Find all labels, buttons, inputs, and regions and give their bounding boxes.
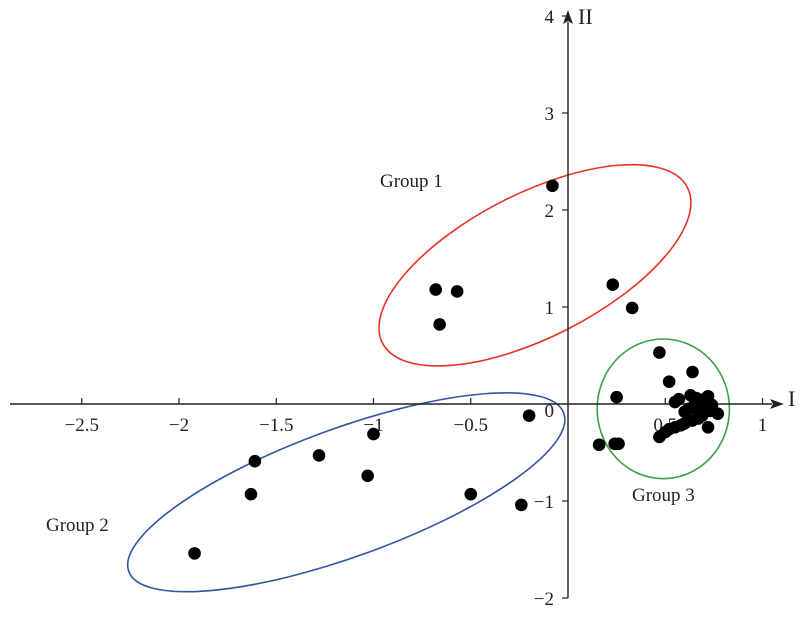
y-tick-label: 2 bbox=[545, 201, 555, 222]
data-point bbox=[592, 438, 606, 452]
x-axis-label: I bbox=[788, 386, 795, 411]
data-point bbox=[546, 179, 559, 193]
group-ellipses bbox=[126, 163, 731, 593]
data-point bbox=[653, 430, 666, 444]
data-point bbox=[464, 487, 478, 501]
group-label: Group 1 bbox=[380, 171, 443, 192]
data-points bbox=[188, 179, 725, 560]
group-ellipse bbox=[596, 338, 731, 480]
data-point bbox=[433, 318, 446, 331]
group-ellipse bbox=[378, 163, 692, 367]
data-point bbox=[612, 437, 625, 451]
y-tick-label: 3 bbox=[545, 104, 555, 125]
data-point bbox=[711, 407, 725, 421]
y-ticks: 4 3 2 1 −1 −2 bbox=[534, 7, 568, 610]
origin-label: 0 bbox=[545, 401, 555, 422]
group-labels: Group 1 Group 2 Group 3 bbox=[46, 171, 695, 536]
x-tick-label: 1 bbox=[758, 415, 768, 436]
data-point bbox=[367, 427, 380, 441]
x-tick-label: −1.5 bbox=[259, 415, 293, 436]
data-point bbox=[625, 301, 639, 315]
y-tick-label: 1 bbox=[545, 298, 555, 319]
data-point bbox=[450, 285, 464, 298]
y-tick-label: −1 bbox=[534, 492, 554, 513]
data-point bbox=[686, 414, 699, 427]
data-point bbox=[672, 392, 686, 406]
y-tick-label: −2 bbox=[534, 589, 554, 610]
data-point bbox=[188, 547, 201, 560]
x-tick-label: −0.5 bbox=[454, 415, 488, 436]
data-point bbox=[610, 390, 623, 404]
data-point bbox=[522, 409, 536, 422]
data-point bbox=[515, 498, 528, 512]
data-point bbox=[686, 365, 699, 379]
data-point bbox=[662, 375, 676, 388]
group-label: Group 3 bbox=[632, 485, 695, 506]
data-point bbox=[244, 487, 258, 501]
data-point bbox=[312, 449, 326, 462]
data-point bbox=[248, 454, 262, 468]
data-point bbox=[653, 346, 666, 359]
x-axis-arrow bbox=[770, 399, 784, 409]
y-tick-label: 4 bbox=[545, 7, 555, 28]
y-axis-label: II bbox=[578, 4, 593, 29]
x-tick-label: −2.5 bbox=[65, 415, 99, 436]
y-axis-arrow bbox=[563, 10, 573, 24]
data-point bbox=[701, 420, 715, 434]
group-label: Group 2 bbox=[46, 515, 109, 536]
data-point bbox=[429, 283, 443, 296]
group-ellipse bbox=[126, 392, 566, 593]
data-point bbox=[361, 469, 374, 483]
x-tick-label: −2 bbox=[169, 415, 189, 436]
data-point bbox=[606, 278, 620, 291]
